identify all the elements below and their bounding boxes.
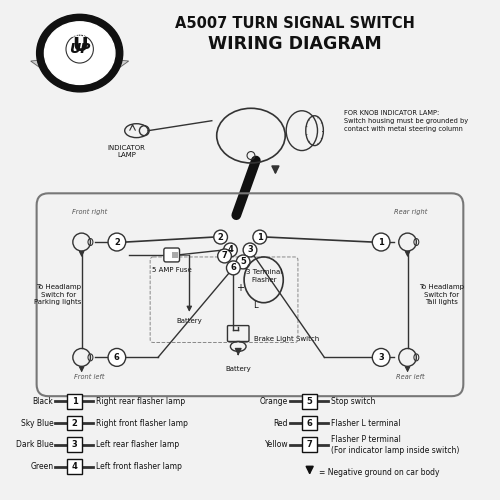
Text: FOR KNOB INDICATOR LAMP:
Switch housing must be grounded by
contact with metal s: FOR KNOB INDICATOR LAMP: Switch housing … xyxy=(344,110,468,132)
Text: Green: Green xyxy=(30,462,54,471)
Text: L: L xyxy=(254,301,258,310)
Text: ®: ® xyxy=(114,60,119,66)
Text: Battery: Battery xyxy=(176,318,202,324)
FancyBboxPatch shape xyxy=(302,438,317,452)
Text: 5 AMP Fuse: 5 AMP Fuse xyxy=(152,267,192,273)
Text: Yellow: Yellow xyxy=(264,440,288,450)
Text: 5: 5 xyxy=(306,396,312,406)
Text: Sky Blue: Sky Blue xyxy=(20,418,54,428)
Text: INDICATOR
LAMP: INDICATOR LAMP xyxy=(108,144,146,158)
Text: 6: 6 xyxy=(114,353,120,362)
Text: Front right: Front right xyxy=(72,209,107,216)
Circle shape xyxy=(243,243,257,257)
Text: = Negative ground on car body: = Negative ground on car body xyxy=(320,468,440,477)
Text: 7: 7 xyxy=(307,440,312,450)
Text: 1: 1 xyxy=(378,238,384,246)
Circle shape xyxy=(253,230,266,244)
FancyBboxPatch shape xyxy=(68,394,82,408)
Text: 3: 3 xyxy=(378,353,384,362)
Text: WIRING DIAGRAM: WIRING DIAGRAM xyxy=(208,35,382,53)
Text: Left front flasher lamp: Left front flasher lamp xyxy=(96,462,182,471)
Text: 2: 2 xyxy=(218,232,224,241)
Ellipse shape xyxy=(36,14,122,92)
FancyBboxPatch shape xyxy=(302,394,317,408)
Polygon shape xyxy=(30,58,128,81)
Circle shape xyxy=(108,233,126,251)
Text: Red: Red xyxy=(274,418,288,428)
Text: 2: 2 xyxy=(114,238,120,246)
Text: Rear right: Rear right xyxy=(394,209,427,216)
FancyBboxPatch shape xyxy=(302,416,317,430)
Circle shape xyxy=(372,233,390,251)
Circle shape xyxy=(236,255,250,269)
Circle shape xyxy=(108,348,126,366)
Circle shape xyxy=(214,230,228,244)
Text: 7: 7 xyxy=(222,252,228,260)
Text: 4: 4 xyxy=(228,246,234,254)
Text: 3 Terminal
Flasher: 3 Terminal Flasher xyxy=(246,269,282,282)
Text: Dark Blue: Dark Blue xyxy=(16,440,54,450)
FancyBboxPatch shape xyxy=(172,252,177,258)
Text: 6: 6 xyxy=(306,418,312,428)
Text: Stop switch: Stop switch xyxy=(331,396,376,406)
Text: Flasher L terminal: Flasher L terminal xyxy=(331,418,400,428)
Text: PACIFIC: PACIFIC xyxy=(69,64,90,70)
Text: Black: Black xyxy=(32,396,54,406)
Text: 6: 6 xyxy=(230,264,236,272)
Text: 5: 5 xyxy=(240,258,246,266)
Ellipse shape xyxy=(66,35,94,63)
Circle shape xyxy=(224,243,237,257)
Text: Battery: Battery xyxy=(226,366,251,372)
Text: 3: 3 xyxy=(247,246,253,254)
Text: UNITED: UNITED xyxy=(69,32,90,38)
Text: Right rear flasher lamp: Right rear flasher lamp xyxy=(96,396,186,406)
Text: U: U xyxy=(72,36,88,54)
FancyBboxPatch shape xyxy=(164,248,180,262)
FancyBboxPatch shape xyxy=(68,438,82,452)
FancyBboxPatch shape xyxy=(68,460,82,474)
FancyBboxPatch shape xyxy=(68,416,82,430)
Circle shape xyxy=(218,249,232,263)
Text: Orange: Orange xyxy=(260,396,288,406)
Text: To Headlamp
Switch for
Tail lights: To Headlamp Switch for Tail lights xyxy=(420,284,465,305)
Text: UP: UP xyxy=(69,42,90,56)
Text: Front left: Front left xyxy=(74,374,104,380)
Text: 3: 3 xyxy=(72,440,78,450)
Text: To Headlamp
Switch for
Parking lights: To Headlamp Switch for Parking lights xyxy=(34,284,82,305)
Ellipse shape xyxy=(44,22,115,84)
Text: Brake Light Switch: Brake Light Switch xyxy=(254,336,319,342)
Circle shape xyxy=(226,261,240,275)
Text: Flasher P terminal
(For indicator lamp inside switch): Flasher P terminal (For indicator lamp i… xyxy=(331,435,460,454)
Text: 1: 1 xyxy=(257,232,262,241)
Text: A5007 TURN SIGNAL SWITCH: A5007 TURN SIGNAL SWITCH xyxy=(175,16,415,31)
Text: Left rear flasher lamp: Left rear flasher lamp xyxy=(96,440,180,450)
Text: 4: 4 xyxy=(72,462,78,471)
Text: Right front flasher lamp: Right front flasher lamp xyxy=(96,418,188,428)
Circle shape xyxy=(372,348,390,366)
Text: +: + xyxy=(236,283,244,293)
Text: Rear left: Rear left xyxy=(396,374,425,380)
Text: 2: 2 xyxy=(72,418,78,428)
Text: 1: 1 xyxy=(72,396,78,406)
